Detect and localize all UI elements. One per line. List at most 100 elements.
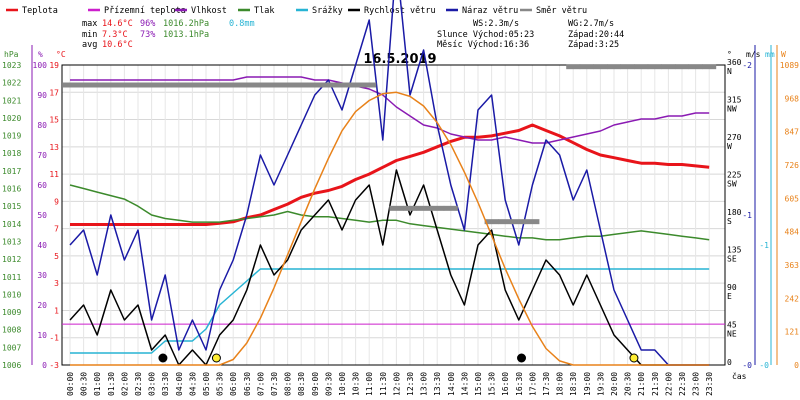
x-tick-label: 00:00	[66, 372, 75, 396]
humidity-tick-label: 70	[37, 151, 47, 160]
legend-label-prizemni-teplota: Přízemní teplota	[104, 6, 186, 16]
stat-min-press: 1013.1hPa	[163, 30, 209, 40]
point-smer-vetru	[267, 82, 281, 88]
series-line-vlhkost	[70, 76, 710, 144]
stat-max-temp: 14.6°C	[102, 19, 133, 29]
x-tick-label: 17:30	[542, 372, 551, 396]
point-smer-vetru	[566, 64, 581, 70]
point-smer-vetru	[389, 205, 404, 211]
pressure-tick-label: 1006	[2, 361, 21, 370]
plot-area	[62, 0, 725, 366]
x-tick-label: 22:00	[664, 372, 673, 396]
point-smer-vetru	[131, 82, 145, 88]
point-smer-vetru	[702, 64, 717, 70]
point-smer-vetru	[593, 64, 608, 70]
point-smer-vetru	[634, 64, 649, 70]
point-smer-vetru	[362, 82, 377, 88]
solar-tick-label: 1089	[780, 61, 799, 70]
direction-tick-label: 315	[727, 96, 742, 105]
pressure-tick-label: 1010	[2, 290, 21, 299]
x-tick-label: 16:00	[501, 372, 510, 396]
temperature-tick-label: -1	[49, 334, 59, 343]
direction-tick-label: 270	[727, 133, 742, 142]
point-smer-vetru	[171, 82, 186, 88]
pressure-tick-label: 1012	[2, 255, 21, 264]
legend-label-srazky: Srážky	[312, 6, 343, 16]
direction-tick-compass: NE	[727, 330, 737, 339]
point-smer-vetru	[226, 82, 241, 88]
x-tick-label: 04:00	[175, 372, 184, 396]
stats-block: max 14.6°C 96% 1016.2hPa 0.8mm min 7.3°C…	[82, 19, 624, 50]
point-smer-vetru	[335, 82, 349, 88]
direction-tick-label: 0	[727, 358, 732, 367]
legend-label-vlhkost: Vlhkost	[191, 6, 227, 16]
solar-tick-label: 363	[785, 261, 800, 270]
direction-tick-label: 135	[727, 246, 742, 255]
x-tick-label: 04:30	[188, 372, 197, 396]
solar-tick-label: 605	[785, 194, 800, 203]
solar-tick-label: 484	[785, 228, 800, 237]
humidity-tick-label: 10	[37, 331, 47, 340]
direction-tick-compass: W	[727, 142, 732, 151]
pressure-tick-label: 1022	[2, 79, 21, 88]
point-smer-vetru	[63, 82, 77, 88]
point-smer-vetru	[185, 82, 200, 88]
legend-label-naraz-vetru: Náraz větru	[462, 6, 518, 16]
point-smer-vetru	[579, 64, 594, 70]
point-smer-vetru	[239, 82, 254, 88]
stat-sun: Slunce Východ:05:23	[437, 30, 534, 40]
x-tick-label: 08:00	[284, 372, 293, 396]
point-smer-vetru	[620, 64, 635, 70]
temperature-tick-label: 1	[54, 306, 59, 315]
x-tick-label: 20:00	[610, 372, 619, 396]
temperature-tick-label: 11	[49, 170, 59, 179]
temperature-tick-label: 17	[49, 88, 59, 97]
stat-avg-temp: 10.6°C	[102, 40, 133, 50]
x-tick-label: 07:00	[256, 372, 265, 396]
rain-tick-label: -0	[759, 361, 769, 370]
x-tick-label: 22:30	[678, 372, 687, 396]
x-tick-label: 12:00	[392, 372, 401, 396]
point-smer-vetru	[511, 219, 526, 225]
x-tick-label: 14:30	[460, 372, 469, 396]
stat-min-temp: 7.3°C	[102, 30, 128, 40]
pressure-tick-label: 1021	[2, 96, 21, 105]
point-smer-vetru	[430, 205, 445, 211]
stat-sun-set: Západ:20:44	[568, 30, 624, 40]
legend: Teplota Přízemní teplota Vlhkost Tlak Srážky…	[6, 6, 587, 16]
series-line-naraz-vetru	[69, 0, 710, 366]
rain-tick-label: -1	[759, 241, 769, 250]
stat-max-press: 1016.2hPa	[163, 19, 209, 29]
point-smer-vetru	[280, 82, 295, 88]
x-tick-label: 13:00	[420, 372, 429, 396]
x-tick-label: 23:00	[692, 372, 701, 396]
humidity-tick-label: 100	[33, 61, 48, 70]
x-tick-label: 18:00	[556, 372, 565, 396]
point-smer-vetru	[144, 82, 159, 88]
x-tick-label: 11:00	[365, 372, 374, 396]
direction-tick-label: 45	[727, 321, 737, 330]
x-tick-label: 13:30	[433, 372, 442, 396]
direction-tick-compass: S	[727, 217, 732, 226]
x-tick-label: 10:00	[338, 372, 347, 396]
point-smer-vetru	[294, 82, 309, 88]
pressure-tick-label: 1017	[2, 167, 21, 176]
point-smer-vetru	[688, 64, 703, 70]
humidity-tick-label: 40	[37, 241, 47, 250]
stat-max-rain: 0.8mm	[229, 19, 255, 29]
moonrise-marker	[517, 353, 527, 363]
tick-labels: 1023102210211020101910181017101610151014…	[2, 58, 799, 396]
x-tick-label: 03:00	[148, 372, 157, 396]
point-smer-vetru	[443, 205, 458, 211]
solar-tick-label: 121	[785, 328, 800, 337]
stat-wind-speed: WS:2.3m/s	[473, 19, 519, 29]
direction-tick-label: 360	[727, 58, 742, 67]
series-line-teplota	[70, 123, 710, 226]
point-smer-vetru	[76, 82, 91, 88]
pressure-tick-label: 1019	[2, 132, 21, 141]
x-tick-label: 19:30	[596, 372, 605, 396]
point-smer-vetru	[103, 82, 118, 88]
pressure-tick-label: 1013	[2, 237, 21, 246]
series-line-solar	[70, 91, 710, 366]
stat-max-label: max	[82, 19, 97, 29]
